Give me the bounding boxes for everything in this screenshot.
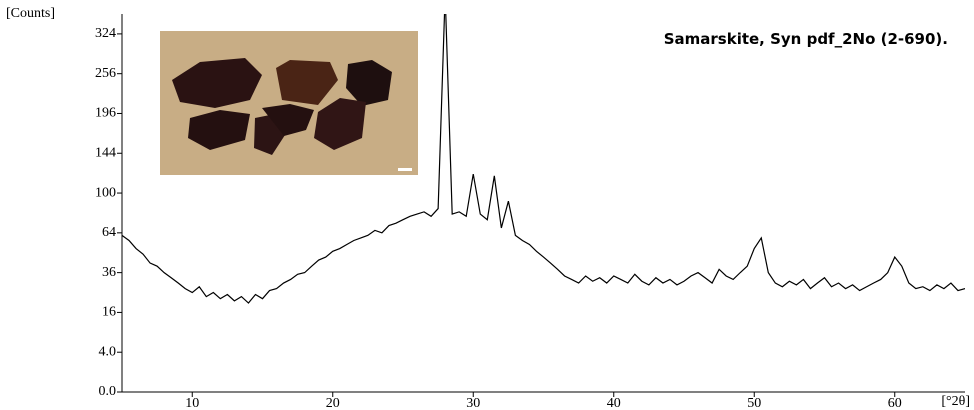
- y-tick-label: 196: [95, 106, 116, 121]
- x-tick-label: 10: [185, 396, 199, 410]
- y-tick-label: 324: [95, 26, 116, 41]
- y-tick-label: 100: [95, 185, 116, 200]
- inset-photo: [160, 31, 418, 175]
- y-tick-label: 4.0: [99, 344, 117, 359]
- chart: [Counts] [°2θ] Samarskite, Syn pdf_2No (…: [0, 0, 974, 410]
- x-tick-label: 30: [466, 396, 480, 410]
- y-axis-label: [Counts]: [6, 6, 55, 21]
- y-tick-label: 0.0: [99, 384, 117, 399]
- x-axis-label: [°2θ]: [941, 394, 970, 409]
- x-tick-label: 50: [747, 396, 761, 410]
- y-tick-label: 64: [102, 225, 116, 240]
- x-tick-label: 20: [326, 396, 340, 410]
- y-tick-label: 36: [102, 265, 116, 280]
- x-tick-label: 60: [888, 396, 902, 410]
- x-tick-label: 40: [607, 396, 621, 410]
- y-tick-label: 256: [95, 66, 116, 81]
- y-tick-label: 16: [102, 305, 116, 320]
- y-tick-label: 144: [95, 145, 116, 160]
- annotation: Samarskite, Syn pdf_2No (2-690).: [664, 30, 948, 48]
